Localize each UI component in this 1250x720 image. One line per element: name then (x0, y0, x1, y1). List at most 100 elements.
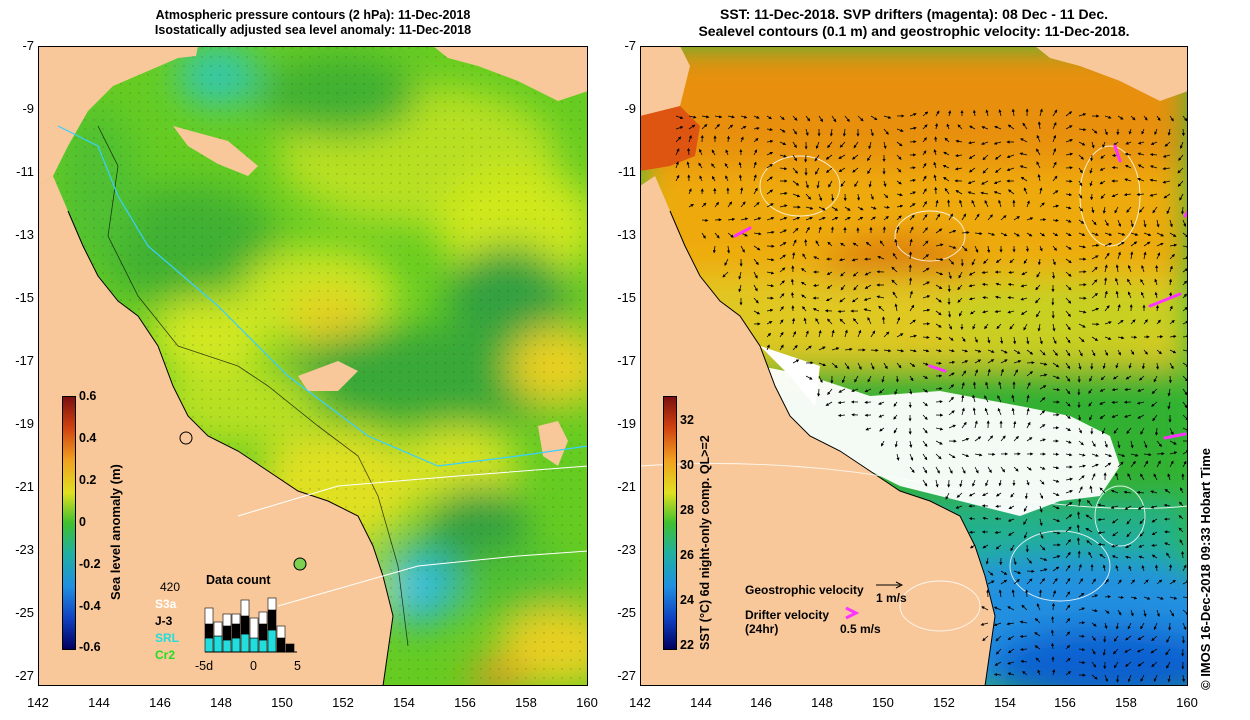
velocity-vector (1177, 167, 1184, 174)
velocity-vector (985, 479, 989, 487)
velocity-vector (981, 141, 989, 145)
velocity-vector (1169, 265, 1173, 273)
velocity-vector (879, 388, 885, 394)
x-tick: 156 (454, 695, 476, 710)
velocity-vector (830, 226, 835, 234)
velocity-vector (1052, 590, 1056, 598)
velocity-vector (894, 440, 898, 448)
y-tick: -25 (617, 605, 636, 620)
velocity-vector (1104, 242, 1113, 247)
velocity-vector (1124, 178, 1132, 182)
velocity-vector (852, 167, 859, 173)
velocity-vector (1177, 180, 1184, 187)
velocity-vector (879, 427, 885, 432)
velocity-vector (1089, 375, 1093, 382)
y-tick: -13 (15, 227, 34, 242)
velocity-vector (854, 180, 859, 188)
velocity-vector (818, 346, 826, 351)
velocity-vector (779, 128, 786, 133)
velocity-vector (870, 206, 877, 210)
velocity-vector (1150, 141, 1158, 145)
velocity-vector (857, 329, 862, 338)
velocity-vector (840, 242, 846, 247)
velocity-vector (701, 202, 707, 208)
velocity-vector (948, 453, 956, 459)
velocity-vector (995, 544, 1002, 550)
velocity-vector (738, 271, 742, 280)
velocity-vector (1127, 278, 1132, 286)
velocity-vector (1078, 660, 1086, 665)
velocity-vector (1130, 115, 1136, 121)
velocity-vector (851, 388, 859, 392)
velocity-vector (1182, 280, 1188, 286)
velocity-vector (1078, 206, 1084, 212)
velocity-vector (865, 427, 872, 431)
velocity-vector (935, 213, 941, 221)
velocity-vector (982, 516, 989, 520)
velocity-vector (1100, 154, 1106, 159)
velocity-vector (1126, 206, 1132, 213)
velocity-vector (1052, 204, 1060, 208)
velocity-vector (893, 401, 898, 407)
velocity-vector (894, 238, 898, 247)
velocity-vector (1021, 271, 1028, 275)
x-tick: 152 (332, 695, 354, 710)
velocity-vector (948, 349, 955, 353)
velocity-vector (987, 466, 992, 474)
velocity-vector (1089, 167, 1093, 174)
velocity-vector (922, 375, 929, 379)
velocity-vector (1151, 661, 1158, 668)
velocity-vector (892, 291, 898, 299)
cb-tick: 32 (680, 413, 694, 427)
velocity-vector (1156, 252, 1161, 260)
velocity-vector (1052, 466, 1060, 470)
velocity-vector (935, 440, 943, 445)
velocity-vector (1007, 648, 1015, 654)
velocity-vector (1111, 193, 1119, 198)
velocity-vector (935, 349, 942, 353)
velocity-vector (994, 154, 1002, 160)
velocity-vector (1154, 128, 1158, 136)
y-tick: -7 (22, 38, 34, 53)
velocity-vector (766, 271, 775, 275)
velocity-vector (766, 284, 775, 288)
velocity-vector (766, 189, 774, 195)
velocity-vector (1104, 462, 1112, 468)
velocity-vector (1140, 473, 1145, 481)
velocity-vector (1078, 245, 1086, 249)
geo-velocity-label: Geostrophic velocity (745, 583, 864, 597)
velocity-vector (1143, 241, 1151, 247)
y-tick: -21 (617, 479, 636, 494)
velocity-vector (1019, 620, 1028, 624)
velocity-vector (779, 191, 788, 195)
velocity-vector (1151, 388, 1158, 395)
sst-map (640, 46, 1188, 686)
y-tick: -21 (15, 479, 34, 494)
velocity-vector (1117, 440, 1121, 449)
velocity-vector (935, 387, 943, 391)
velocity-vector (1137, 177, 1145, 182)
velocity-vector (1026, 421, 1031, 429)
velocity-vector (1026, 382, 1031, 390)
velocity-vector (851, 258, 859, 262)
velocity-vector (935, 336, 942, 340)
velocity-vector (1065, 336, 1071, 344)
velocity-vector (779, 154, 787, 158)
velocity-vector (853, 284, 859, 291)
velocity-vector (1104, 440, 1108, 448)
velocity-vector (1050, 629, 1055, 637)
x-tick: 156 (1054, 695, 1076, 710)
velocity-vector (1078, 232, 1086, 236)
velocity-vector (1078, 362, 1082, 370)
velocity-vector (711, 149, 716, 156)
velocity-vector (838, 388, 846, 393)
velocity-vector (1065, 323, 1071, 331)
dc-x-label: 0 (250, 659, 257, 673)
velocity-vector (1156, 596, 1164, 600)
right-map-title: SST: 11-Dec-2018. SVP drifters (magenta)… (640, 6, 1188, 40)
velocity-vector (922, 214, 928, 221)
velocity-vector (740, 217, 749, 221)
y-tick: -19 (617, 416, 636, 431)
velocity-vector (753, 187, 758, 195)
velocity-vector (753, 258, 759, 266)
